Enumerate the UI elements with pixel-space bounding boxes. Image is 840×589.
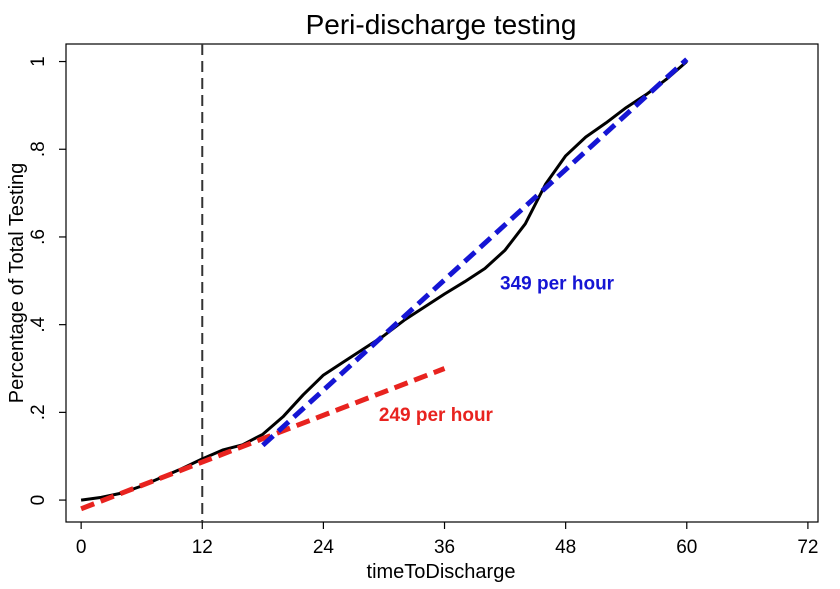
x-tick-label: 60	[676, 537, 697, 558]
y-tick-label: .2	[28, 404, 49, 420]
series-349-per-hour	[261, 57, 689, 448]
annotation-label: 349 per hour	[500, 274, 615, 295]
x-tick-label: 48	[555, 537, 576, 558]
chart-title: Peri-discharge testing	[306, 9, 577, 40]
annotations: 249 per hour 349 per hour	[379, 274, 615, 427]
x-tick-label: 0	[76, 537, 87, 558]
y-tick-label: 1	[28, 56, 49, 67]
y-tick-label: .4	[28, 316, 49, 332]
y-tick-label: .6	[28, 229, 49, 245]
x-axis-label: timeToDischarge	[367, 561, 516, 583]
annotation-label: 249 per hour	[379, 405, 494, 426]
data-series	[80, 57, 689, 512]
series-249-per-hour	[80, 366, 446, 512]
x-tick-label: 36	[434, 537, 455, 558]
x-tick-label: 12	[192, 537, 213, 558]
plot-frame	[65, 43, 819, 523]
y-axis-ticks: 0 .2 .4 .6 .8 1	[28, 56, 66, 505]
x-tick-label: 24	[313, 537, 335, 558]
x-tick-label: 72	[797, 537, 818, 558]
y-axis-label: Percentage of Total Testing	[6, 163, 28, 404]
y-tick-label: .8	[28, 141, 49, 157]
y-tick-label: 0	[28, 495, 49, 506]
x-axis-ticks: 0 12 24 36 48 60 72	[76, 522, 818, 558]
